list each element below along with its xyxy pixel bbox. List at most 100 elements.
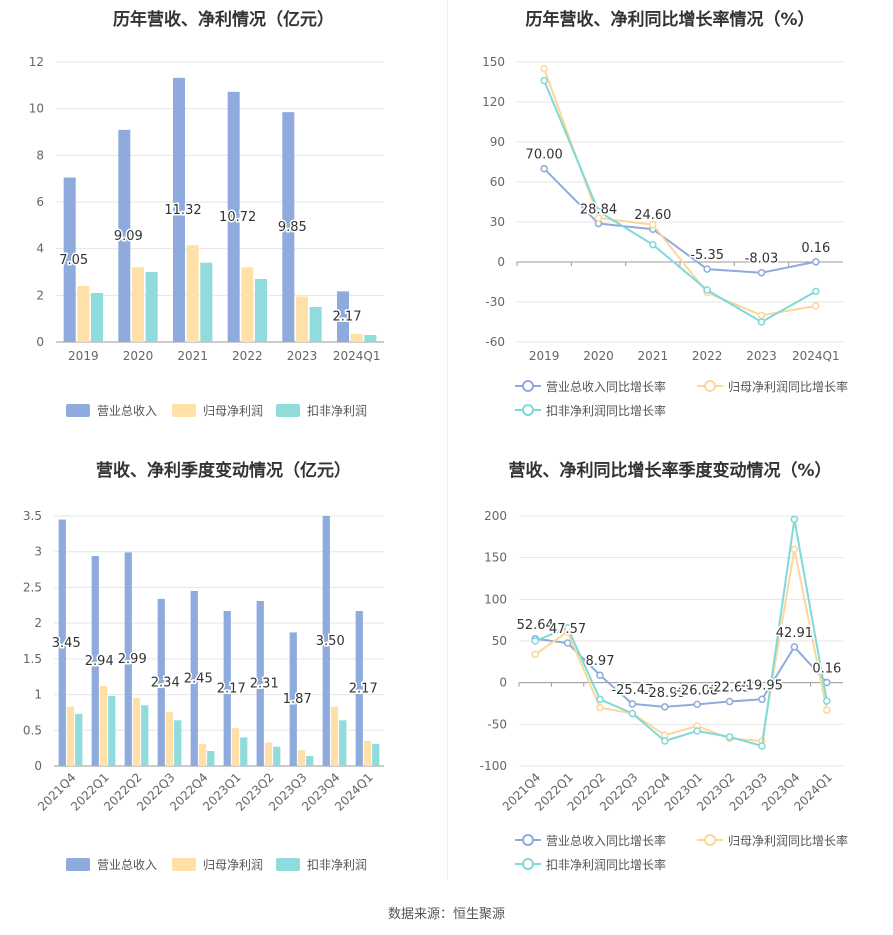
data-label: -5.35 <box>690 248 724 263</box>
series-line-deducted-profit <box>534 519 828 748</box>
data-label: 70.00 <box>526 148 563 163</box>
legend-marker <box>522 858 534 870</box>
data-label: 3.45 <box>52 636 81 651</box>
x-tick-label: 2024Q1 <box>792 349 840 363</box>
bar-net-profit <box>198 743 207 766</box>
bar-deducted-profit <box>240 737 248 766</box>
bar-net-profit <box>295 296 309 342</box>
quarterly-amount-svg: 00.511.522.533.52021Q42022Q12022Q22022Q3… <box>23 509 384 872</box>
y-tick-label: 4 <box>36 242 44 256</box>
x-tick-label: 2022 <box>232 349 263 363</box>
data-point <box>540 64 548 73</box>
data-point <box>649 220 657 229</box>
data-point <box>531 637 539 645</box>
y-tick-label: 0 <box>499 676 507 690</box>
y-tick-label: 50 <box>492 634 507 648</box>
data-point <box>758 742 766 750</box>
chart-title: 历年营收、净利同比增长率情况（%） <box>525 10 815 30</box>
legend-marker <box>704 380 716 392</box>
bar-net-profit <box>131 267 145 342</box>
y-tick-label: 150 <box>482 55 505 69</box>
bar-revenue <box>58 519 66 766</box>
legend-label: 扣非净利润 <box>307 858 367 872</box>
legend-label: 归母净利润同比增长率 <box>728 379 848 394</box>
panel-divider <box>447 0 448 880</box>
y-tick-label: -50 <box>487 717 507 731</box>
legend-label: 扣非净利润 <box>307 404 367 418</box>
bar-revenue <box>91 556 99 766</box>
data-point <box>823 697 831 705</box>
y-tick-label: 1.5 <box>23 652 42 666</box>
y-tick-label: 0 <box>497 255 505 269</box>
x-tick-label: 2021 <box>638 349 669 363</box>
y-tick-label: 2.5 <box>23 580 42 594</box>
bar-revenue <box>63 177 76 342</box>
data-label: 10.72 <box>219 210 256 225</box>
data-label: 0.16 <box>801 241 830 256</box>
data-label: 3.50 <box>316 634 345 649</box>
data-point <box>596 695 604 704</box>
data-point <box>703 265 711 273</box>
data-point <box>758 695 766 704</box>
bar-net-profit <box>297 750 306 766</box>
bar-revenue <box>289 632 297 766</box>
bar-net-profit <box>132 698 141 766</box>
legend-label: 归母净利润同比增长率 <box>728 833 848 848</box>
x-tick-label: 2020 <box>123 349 154 363</box>
bar-revenue <box>223 611 231 766</box>
bar-net-profit <box>231 728 240 766</box>
bar-deducted-profit <box>254 279 268 342</box>
data-label: 47.57 <box>549 622 586 637</box>
bar-revenue <box>355 611 363 766</box>
data-label: -26.08 <box>676 683 718 698</box>
series-line-revenue <box>535 637 828 708</box>
chart-title: 营收、净利同比增长率季度变动情况（%） <box>508 461 832 481</box>
series-line-net-profit <box>534 549 828 743</box>
bar-revenue <box>118 129 131 342</box>
bar-revenue <box>322 516 330 766</box>
data-label: 11.32 <box>164 203 201 218</box>
bar-revenue <box>282 112 295 343</box>
legend-label: 营业总收入同比增长率 <box>546 379 666 394</box>
series-line-revenue <box>543 167 817 274</box>
bar-deducted-profit <box>364 335 377 342</box>
bar-revenue <box>256 601 264 766</box>
bar-deducted-profit <box>309 307 322 342</box>
data-point <box>823 706 831 714</box>
data-point <box>540 76 548 85</box>
bar-deducted-profit <box>141 705 149 766</box>
bar-deducted-profit <box>306 756 314 766</box>
y-tick-label: 10 <box>29 102 44 116</box>
data-label: 0.16 <box>812 662 841 677</box>
legend-label: 扣非净利润同比增长率 <box>546 857 666 872</box>
data-label: 2.94 <box>85 654 114 669</box>
y-tick-label: 1 <box>34 688 42 702</box>
legend-label: 营业总收入 <box>97 858 157 872</box>
y-tick-label: 8 <box>36 148 44 162</box>
data-label: 8.97 <box>586 654 615 669</box>
data-point <box>596 671 604 679</box>
y-tick-label: 0 <box>34 759 42 773</box>
chart-title: 营收、净利季度变动情况（亿元） <box>96 461 351 481</box>
bar-net-profit <box>77 286 90 342</box>
data-point <box>563 623 572 632</box>
data-point <box>594 207 603 216</box>
data-label: 2.99 <box>118 652 147 667</box>
data-point <box>693 700 701 709</box>
data-point <box>812 287 820 296</box>
data-point <box>693 727 701 735</box>
bar-deducted-profit <box>75 713 83 766</box>
legend-label: 营业总收入 <box>97 404 157 418</box>
y-tick-label: 3.5 <box>23 509 42 523</box>
bar-revenue <box>157 598 165 766</box>
legend-swatch <box>172 858 196 871</box>
data-label: 1.87 <box>283 692 312 707</box>
bar-net-profit <box>330 706 339 766</box>
data-point <box>540 164 548 173</box>
bar-net-profit <box>186 245 199 342</box>
quarterly-growth-svg: -100-500501001502002021Q42022Q12022Q2202… <box>480 509 848 872</box>
y-tick-label: -60 <box>485 335 505 349</box>
data-point <box>757 268 766 277</box>
data-point <box>596 703 604 712</box>
data-label: 28.84 <box>580 203 617 218</box>
